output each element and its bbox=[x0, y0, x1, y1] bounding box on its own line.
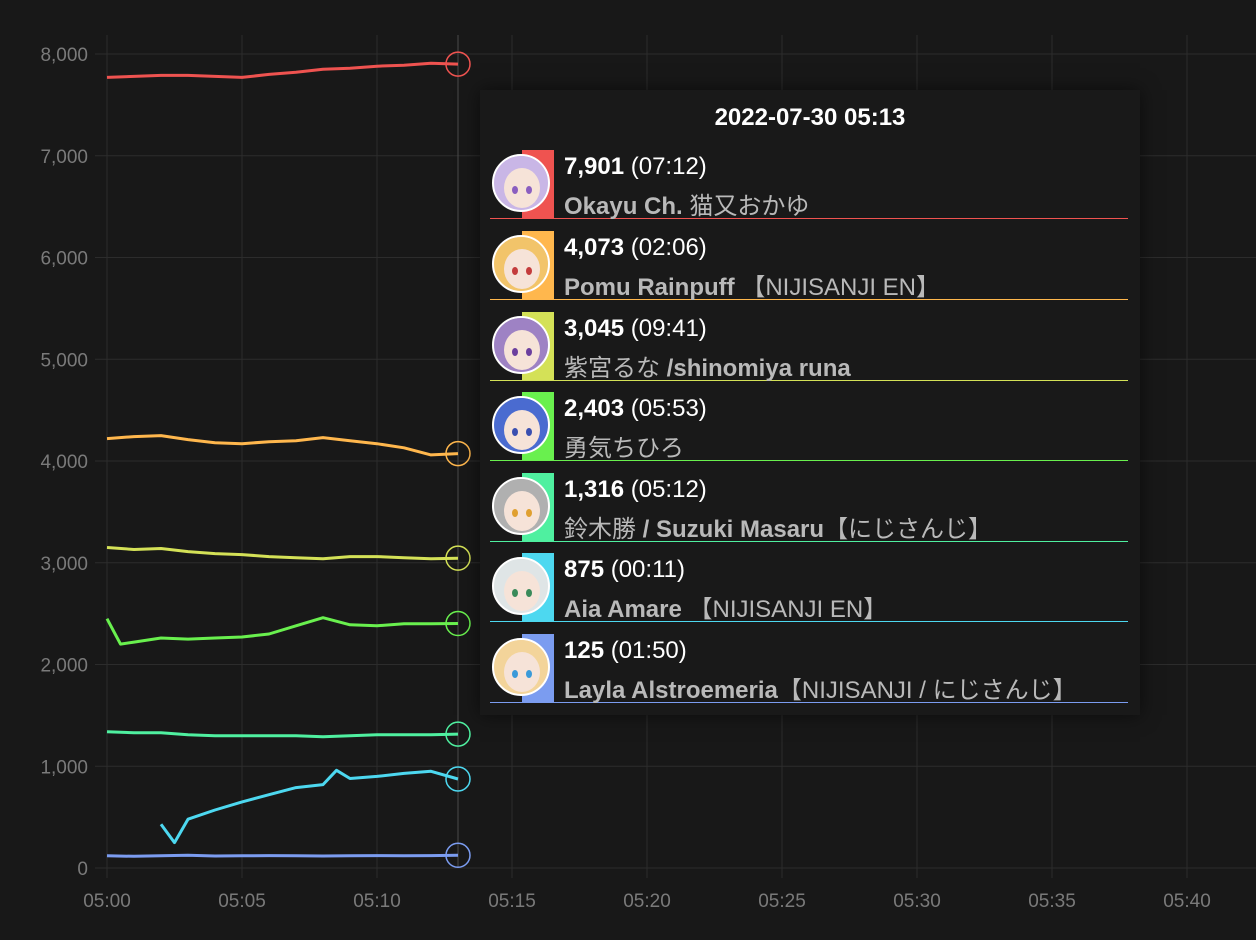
avatar bbox=[490, 150, 554, 218]
viewer-count: 7,901 (07:12) bbox=[564, 153, 707, 181]
tooltip-timestamp: 2022-07-30 05:13 bbox=[714, 104, 906, 131]
y-tick-label: 7,000 bbox=[40, 147, 88, 168]
x-tick-label: 05:25 bbox=[758, 891, 806, 912]
stream-duration: (05:53) bbox=[630, 395, 707, 422]
stream-duration: (00:11) bbox=[610, 556, 685, 583]
channel-name: Pomu Rainpuff 【NIJISANJI EN】 bbox=[564, 274, 941, 301]
channel-avatar-icon bbox=[492, 154, 550, 212]
x-tick-label: 05:10 bbox=[353, 891, 401, 912]
series-line-6 bbox=[106, 853, 459, 858]
y-tick-label: 5,000 bbox=[40, 350, 88, 371]
series-line-3 bbox=[105, 616, 459, 646]
stream-duration: (05:12) bbox=[630, 476, 707, 503]
hover-point-marker bbox=[445, 51, 471, 77]
x-tick-label: 05:15 bbox=[488, 891, 536, 912]
x-tick-label: 05:35 bbox=[1028, 891, 1076, 912]
viewer-count: 2,403 (05:53) bbox=[564, 395, 707, 423]
chart-tooltip: 2022-07-30 05:13 7,901 (07:12) Okayu Ch.… bbox=[480, 90, 1140, 715]
channel-avatar-icon bbox=[492, 316, 550, 374]
channel-name: Aia Amare 【NIJISANJI EN】 bbox=[564, 596, 888, 623]
viewer-count: 125 (01:50) bbox=[564, 637, 687, 665]
channel-name: 勇気ちひろ bbox=[564, 435, 684, 462]
series-line-4 bbox=[106, 730, 459, 739]
tooltip-entry: 7,901 (07:12) Okayu Ch. 猫又おかゆ bbox=[490, 150, 1128, 220]
y-tick-label: 4,000 bbox=[40, 452, 88, 473]
tooltip-entry: 4,073 (02:06) Pomu Rainpuff 【NIJISANJI E… bbox=[490, 231, 1128, 301]
hover-point-marker bbox=[445, 545, 471, 571]
stream-duration: (02:06) bbox=[630, 234, 707, 261]
channel-avatar-icon bbox=[492, 638, 550, 696]
hover-point-marker bbox=[445, 610, 471, 637]
viewer-value: 2,403 bbox=[564, 395, 625, 422]
viewer-count: 3,045 (09:41) bbox=[564, 315, 707, 343]
avatar bbox=[490, 553, 554, 621]
y-tick-label: 8,000 bbox=[40, 45, 88, 66]
x-tick-label: 05:40 bbox=[1163, 891, 1211, 912]
channel-avatar-icon bbox=[492, 477, 550, 535]
channel-avatar-icon bbox=[492, 557, 550, 615]
hover-point-marker bbox=[445, 440, 471, 467]
series-line-1 bbox=[106, 434, 459, 457]
series-line-2 bbox=[106, 546, 459, 561]
tooltip-entry: 1,316 (05:12) 鈴木勝 / Suzuki Masaru【にじさんじ】 bbox=[490, 473, 1128, 543]
stream-duration: (07:12) bbox=[630, 153, 707, 180]
viewer-count: 4,073 (02:06) bbox=[564, 234, 707, 262]
tooltip-entry: 875 (00:11) Aia Amare 【NIJISANJI EN】 bbox=[490, 553, 1128, 623]
viewer-value: 3,045 bbox=[564, 315, 625, 342]
y-tick-label: 0 bbox=[77, 859, 88, 880]
stream-duration: (01:50) bbox=[610, 637, 687, 664]
y-tick-label: 3,000 bbox=[40, 554, 88, 575]
series-line-0 bbox=[106, 61, 459, 79]
hover-point-marker bbox=[445, 721, 471, 747]
viewer-value: 875 bbox=[564, 556, 605, 583]
avatar bbox=[490, 473, 554, 541]
viewer-value: 4,073 bbox=[564, 234, 625, 261]
x-tick-label: 05:30 bbox=[893, 891, 941, 912]
avatar bbox=[490, 231, 554, 299]
channel-name: 鈴木勝 / Suzuki Masaru【にじさんじ】 bbox=[564, 516, 993, 543]
viewer-count: 875 (00:11) bbox=[564, 556, 685, 584]
hover-point-marker bbox=[445, 766, 471, 792]
viewer-value: 125 bbox=[564, 637, 605, 664]
avatar bbox=[490, 392, 554, 460]
avatar bbox=[490, 634, 554, 702]
channel-avatar-icon bbox=[492, 235, 550, 293]
x-tick-label: 05:05 bbox=[218, 891, 266, 912]
channel-name: Layla Alstroemeria【NIJISANJI / にじさんじ】 bbox=[564, 677, 1077, 704]
y-tick-label: 1,000 bbox=[40, 757, 88, 778]
x-tick-label: 05:00 bbox=[83, 891, 131, 912]
viewer-value: 7,901 bbox=[564, 153, 625, 180]
channel-name: Okayu Ch. 猫又おかゆ bbox=[564, 193, 810, 220]
y-tick-label: 6,000 bbox=[40, 249, 88, 270]
tooltip-entry: 125 (01:50) Layla Alstroemeria【NIJISANJI… bbox=[490, 634, 1128, 704]
avatar bbox=[490, 312, 554, 380]
tooltip-entry: 2,403 (05:53) 勇気ちひろ bbox=[490, 392, 1128, 462]
stream-duration: (09:41) bbox=[630, 315, 707, 342]
channel-avatar-icon bbox=[492, 396, 550, 454]
viewer-count: 1,316 (05:12) bbox=[564, 476, 707, 504]
viewer-value: 1,316 bbox=[564, 476, 625, 503]
x-tick-label: 05:20 bbox=[623, 891, 671, 912]
channel-name: 紫宮るな /shinomiya runa bbox=[564, 355, 851, 382]
hover-point-marker bbox=[445, 842, 471, 869]
tooltip-entry: 3,045 (09:41) 紫宮るな /shinomiya runa bbox=[490, 312, 1128, 382]
series-line-5 bbox=[159, 768, 459, 845]
y-tick-label: 2,000 bbox=[40, 656, 88, 677]
